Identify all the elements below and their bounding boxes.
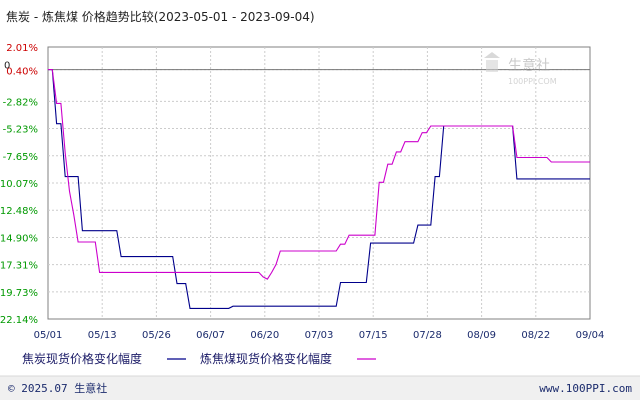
x-tick-label: 05/26 <box>142 330 171 341</box>
legend-label-series-2: 炼焦煤现货价格变化幅度 <box>200 351 332 366</box>
zero-marker: 0 <box>4 61 10 72</box>
watermark-logo-block-icon <box>486 60 498 72</box>
x-tick-label: 09/04 <box>576 330 605 341</box>
legend: 焦炭现货价格变化幅度 炼焦煤现货价格变化幅度 <box>22 351 376 366</box>
watermark: 生意社 100PPI.COM <box>484 52 557 86</box>
y-tick-label: -14.90% <box>0 233 38 244</box>
footer-bar <box>0 376 640 400</box>
x-axis-tick-labels: 05/01 05/13 05/26 06/07 06/20 07/03 07/15 07/28… <box>34 330 605 341</box>
y-tick-label: -2.82% <box>3 97 38 108</box>
series-line-2 <box>48 69 590 280</box>
y-tick-label: -17.31% <box>0 261 38 272</box>
watermark-site: 100PPI.COM <box>508 77 557 86</box>
y-tick-label: 2.01% <box>6 43 38 54</box>
y-tick-label: -7.65% <box>3 152 38 163</box>
x-tick-label: 06/20 <box>250 330 279 341</box>
y-tick-label: -12.48% <box>0 206 38 217</box>
x-tick-label: 07/15 <box>359 330 388 341</box>
watermark-brand: 生意社 <box>508 57 550 74</box>
x-tick-label: 08/22 <box>521 330 550 341</box>
footer-copyright: © 2025.07 生意社 <box>8 381 107 395</box>
y-tick-label: -5.23% <box>3 125 38 136</box>
y-tick-label: -19.73% <box>0 288 38 299</box>
x-tick-label: 08/09 <box>467 330 496 341</box>
series-lines <box>48 69 590 309</box>
series-line-1 <box>48 69 590 309</box>
y-axis-tick-labels: 2.01% 0.40% -2.82% -5.23% -7.65% -10.07% -12.4… <box>0 43 38 326</box>
x-tick-label: 07/03 <box>305 330 334 341</box>
watermark-logo-icon <box>484 52 500 58</box>
x-tick-label: 06/07 <box>196 330 225 341</box>
footer-url: www.100PPI.com <box>539 382 632 395</box>
chart-title: 焦炭 - 炼焦煤 价格趋势比较(2023-05-01 - 2023-09-04) <box>6 9 315 24</box>
x-tick-label: 05/01 <box>34 330 63 341</box>
y-tick-label: 0.40% <box>6 67 38 78</box>
x-tick-label: 05/13 <box>88 330 117 341</box>
legend-label-series-1: 焦炭现货价格变化幅度 <box>22 351 142 366</box>
y-tick-label: -22.14% <box>0 315 38 326</box>
gridlines <box>48 47 590 319</box>
y-tick-label: -10.07% <box>0 179 38 190</box>
x-tick-label: 07/28 <box>413 330 442 341</box>
